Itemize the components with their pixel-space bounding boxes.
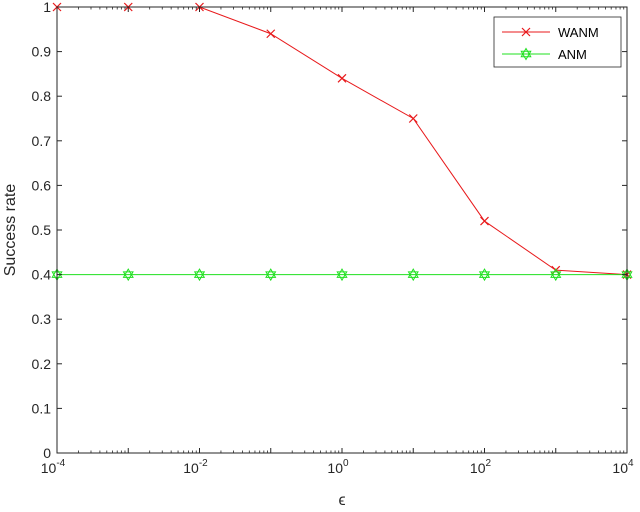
marker-triangle — [193, 268, 206, 278]
x-tick-exponent: 4 — [628, 458, 634, 469]
plot-frame — [56, 6, 628, 454]
marker-triangle — [520, 47, 532, 58]
marker-stroke — [480, 216, 489, 226]
series-layer — [51, 2, 633, 282]
marker-triangle — [407, 268, 419, 278]
data-point-anm — [122, 268, 134, 282]
y-tick-label: 1 — [43, 0, 51, 15]
data-point-anm — [407, 268, 419, 282]
data-point-wanm — [480, 216, 489, 226]
x-tick-label: 102 — [470, 458, 492, 476]
marker-triangle — [478, 268, 491, 278]
marker-stroke — [266, 29, 276, 39]
y-tick-label: 0.6 — [32, 177, 52, 193]
data-point-anm — [336, 268, 348, 282]
x-tick-base: 10 — [612, 460, 628, 476]
y-tick-label: 0.5 — [32, 222, 52, 238]
y-tick-label: 0.7 — [32, 133, 52, 149]
data-point-wanm — [266, 29, 276, 39]
x-tick-base: 10 — [470, 460, 486, 476]
y-tick-label: 0 — [43, 445, 51, 461]
x-tick-label: 104 — [612, 458, 634, 476]
x-tick-base: 10 — [327, 460, 343, 476]
legend-marker-wanm — [521, 27, 531, 37]
marker-triangle — [265, 271, 277, 282]
x-tick-label: 10-2 — [183, 458, 208, 476]
x-axis-label: ϵ — [338, 492, 345, 509]
marker-triangle — [520, 50, 532, 61]
legend-label-anm: ANM — [558, 47, 587, 62]
marker-triangle — [193, 271, 206, 282]
x-tick-exponent: -2 — [199, 458, 208, 469]
x-tick-exponent: 2 — [486, 458, 492, 469]
x-tick-base: 10 — [41, 460, 57, 476]
marker-stroke — [521, 27, 531, 37]
data-point-anm — [265, 268, 277, 282]
x-tick-label: 100 — [327, 458, 349, 476]
marker-triangle — [122, 271, 134, 282]
marker-triangle — [550, 271, 562, 282]
data-point-anm — [478, 268, 491, 282]
y-axis-label: Success rate — [2, 184, 19, 277]
y-tick-label: 0.2 — [32, 356, 52, 372]
data-point-anm — [550, 268, 562, 282]
y-tick-label: 0.8 — [32, 88, 52, 104]
marker-stroke — [337, 73, 347, 83]
x-tick-label: 10-4 — [41, 458, 66, 476]
marker-triangle — [478, 271, 491, 282]
legend: WANM ANM — [493, 16, 622, 68]
marker-triangle — [122, 268, 134, 278]
legend-box — [493, 16, 622, 68]
marker-triangle — [550, 268, 562, 278]
x-tick-base: 10 — [183, 460, 199, 476]
x-tick-exponent: -4 — [56, 458, 65, 469]
y-tick-label: 0.3 — [32, 311, 52, 327]
y-tick-label: 0.1 — [32, 400, 52, 416]
legend-marker-anm — [520, 47, 532, 61]
marker-triangle — [336, 268, 348, 278]
x-tick-exponent: 0 — [343, 458, 349, 469]
marker-triangle — [336, 271, 348, 282]
y-tick-label: 0.9 — [32, 44, 52, 60]
marker-triangle — [265, 268, 277, 278]
legend-label-wanm: WANM — [558, 25, 599, 40]
data-point-wanm — [337, 73, 347, 83]
y-tick-label: 0.4 — [32, 267, 52, 283]
data-point-anm — [193, 268, 206, 282]
plot-area — [57, 7, 627, 453]
marker-stroke — [408, 114, 418, 123]
data-point-wanm — [408, 114, 418, 123]
marker-triangle — [407, 271, 419, 282]
